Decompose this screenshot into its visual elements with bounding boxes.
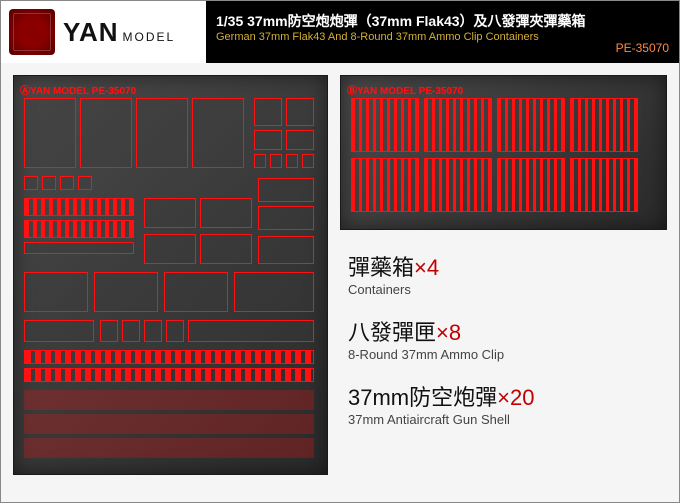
content-en: 8-Round 37mm Ammo Clip bbox=[348, 347, 667, 362]
pe-part bbox=[100, 320, 118, 342]
pe-part bbox=[42, 176, 56, 190]
pe-part bbox=[351, 98, 419, 152]
pe-part bbox=[24, 368, 314, 382]
pe-part bbox=[164, 272, 228, 312]
right-column: ⒷYAN MODEL PE-35070 彈藥箱×4 Containers bbox=[340, 75, 667, 475]
content-cn: 37mm防空炮彈×20 bbox=[348, 380, 667, 412]
pe-part bbox=[94, 272, 158, 312]
seal-icon bbox=[9, 9, 55, 55]
pe-part bbox=[24, 176, 38, 190]
pe-part bbox=[24, 390, 314, 410]
content-qty: ×20 bbox=[497, 385, 534, 410]
pe-part bbox=[497, 98, 565, 152]
title-area: 1/35 37mm防空炮炮彈（37mm Flak43）及八發彈夾彈藥箱 Germ… bbox=[206, 1, 679, 63]
pe-part bbox=[166, 320, 184, 342]
pe-part bbox=[258, 236, 314, 264]
product-code: PE-35070 bbox=[216, 41, 669, 55]
pe-part bbox=[258, 206, 314, 230]
pe-part bbox=[24, 320, 94, 342]
pe-part bbox=[351, 158, 419, 212]
body: ⒶYAN MODEL PE-35070 bbox=[1, 63, 679, 487]
pe-part bbox=[144, 198, 196, 228]
fret-sheet-b: ⒷYAN MODEL PE-35070 bbox=[340, 75, 667, 230]
brand-suffix: MODEL bbox=[123, 30, 176, 44]
header: YAN MODEL 1/35 37mm防空炮炮彈（37mm Flak43）及八發… bbox=[1, 1, 679, 63]
pe-part bbox=[144, 234, 196, 264]
pe-part bbox=[188, 320, 314, 342]
fret-a-label: ⒶYAN MODEL PE-35070 bbox=[20, 82, 321, 97]
pe-part bbox=[254, 154, 266, 168]
pe-part bbox=[302, 154, 314, 168]
pe-part bbox=[424, 98, 492, 152]
title-chinese: 1/35 37mm防空炮炮彈（37mm Flak43）及八發彈夾彈藥箱 bbox=[216, 11, 669, 31]
pe-part bbox=[24, 438, 314, 458]
contents-list: 彈藥箱×4 Containers 八發彈匣×8 8-Round 37mm Amm… bbox=[340, 250, 667, 445]
content-cn: 八發彈匣×8 bbox=[348, 315, 667, 347]
pe-part bbox=[24, 242, 134, 254]
logo-area: YAN MODEL bbox=[1, 1, 206, 63]
content-cn: 彈藥箱×4 bbox=[348, 250, 667, 282]
pe-part bbox=[570, 98, 638, 152]
pe-part bbox=[497, 158, 565, 212]
pe-part bbox=[200, 234, 252, 264]
pe-part bbox=[24, 350, 314, 364]
pe-part bbox=[144, 320, 162, 342]
pe-part bbox=[286, 98, 314, 126]
pe-part bbox=[80, 98, 132, 168]
content-cn-text: 彈藥箱 bbox=[348, 255, 414, 280]
left-column: ⒶYAN MODEL PE-35070 bbox=[13, 75, 328, 475]
pe-part bbox=[570, 158, 638, 212]
pe-part bbox=[286, 154, 298, 168]
pe-part bbox=[254, 130, 282, 150]
pe-part bbox=[24, 414, 314, 434]
content-cn-text: 八發彈匣 bbox=[348, 320, 436, 345]
pe-part bbox=[254, 98, 282, 126]
pe-part bbox=[60, 176, 74, 190]
content-en: Containers bbox=[348, 282, 667, 297]
pe-part bbox=[24, 220, 134, 238]
content-en: 37mm Antiaircraft Gun Shell bbox=[348, 412, 667, 427]
pe-part bbox=[200, 198, 252, 228]
content-cn-text: 37mm防空炮彈 bbox=[348, 385, 497, 410]
content-qty: ×8 bbox=[436, 320, 461, 345]
content-item: 八發彈匣×8 8-Round 37mm Ammo Clip bbox=[348, 315, 667, 362]
pe-part bbox=[258, 178, 314, 202]
fret-b-label: ⒷYAN MODEL PE-35070 bbox=[347, 82, 660, 97]
pe-part bbox=[24, 198, 134, 216]
brand-name: YAN bbox=[63, 17, 119, 48]
fret-sheet-a: ⒶYAN MODEL PE-35070 bbox=[13, 75, 328, 475]
pe-part bbox=[286, 130, 314, 150]
pe-part bbox=[78, 176, 92, 190]
pe-part bbox=[136, 98, 188, 168]
pe-part bbox=[192, 98, 244, 168]
pe-part bbox=[234, 272, 314, 312]
content-item: 彈藥箱×4 Containers bbox=[348, 250, 667, 297]
pe-part bbox=[424, 158, 492, 212]
pe-part bbox=[24, 272, 88, 312]
pe-part bbox=[24, 98, 76, 168]
pe-part bbox=[270, 154, 282, 168]
content-item: 37mm防空炮彈×20 37mm Antiaircraft Gun Shell bbox=[348, 380, 667, 427]
content-qty: ×4 bbox=[414, 255, 439, 280]
pe-part bbox=[122, 320, 140, 342]
brand: YAN MODEL bbox=[63, 17, 175, 48]
product-card: YAN MODEL 1/35 37mm防空炮炮彈（37mm Flak43）及八發… bbox=[0, 0, 680, 503]
